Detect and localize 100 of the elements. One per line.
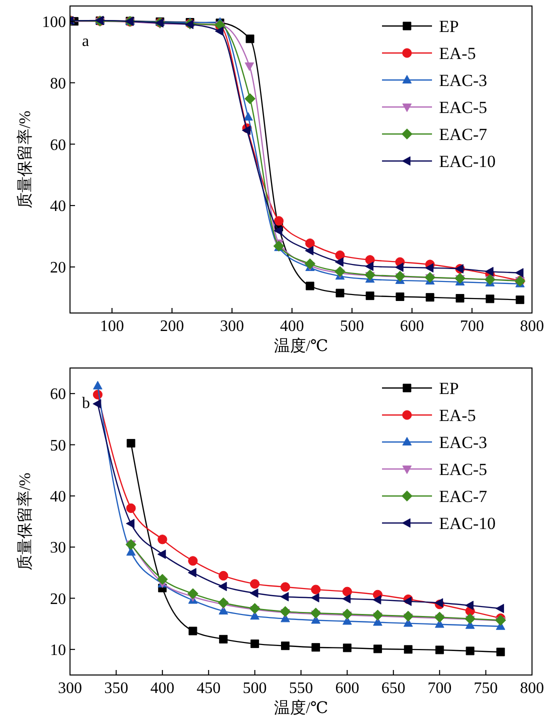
point [312,643,320,652]
point [274,226,282,236]
x-tick-label: 750 [474,680,498,697]
point [250,579,260,589]
point [396,292,404,301]
point [156,574,168,585]
x-tick-label: 600 [400,318,424,335]
point [496,604,504,614]
y-tick-label: 10 [50,642,66,660]
point [157,550,166,559]
legend-label: EAC-7 [439,486,488,506]
point [402,610,414,622]
point [434,612,446,623]
x-tick-label: 800 [520,680,544,697]
x-tick-label: 650 [381,680,406,697]
point [280,582,290,592]
point [342,594,351,604]
point [404,645,412,654]
x-tick-label: 500 [340,318,364,335]
y-axis-title: 质量保留率/% [16,110,34,208]
x-tick-label: 200 [160,318,184,335]
point [126,547,136,556]
point [336,288,344,298]
y-tick-label: 40 [50,198,66,216]
point [92,399,102,408]
point [334,266,346,278]
x-tick-label: 300 [220,318,244,335]
point [218,570,228,581]
point [373,644,382,654]
point [516,296,524,304]
legend-label: EAC-7 [439,124,488,144]
point [250,588,258,598]
y-tick-label: 30 [50,540,66,557]
point [394,262,404,272]
point [334,257,344,267]
point [242,126,250,135]
point [218,582,227,592]
point [214,26,224,36]
point [218,597,229,608]
point [305,238,315,248]
y-tick-label: 20 [50,590,66,608]
point [188,556,198,566]
point [93,380,102,390]
point [394,270,406,282]
y-tick-label: 40 [50,488,66,506]
point [496,648,505,656]
legend-label: EAC-10 [439,514,496,533]
point [187,588,198,600]
legend-label: EP [439,16,459,36]
x-tick-label: 300 [58,680,82,697]
point [188,568,196,578]
point [310,593,320,602]
point [372,595,382,604]
point [435,646,444,654]
x-tick-label: 350 [104,680,128,697]
point [342,644,352,652]
annotation: b [82,395,90,412]
point [364,269,376,280]
point [342,608,353,620]
point [250,640,260,648]
legend-label: EA-5 [439,406,476,425]
point [372,610,384,621]
x-tick-label: 550 [289,680,313,697]
legend-label: EAC-10 [439,152,496,171]
y-tick-label: 60 [50,386,66,404]
x-tick-label: 800 [520,318,544,335]
point [281,642,290,650]
point [486,294,494,304]
annotation: a [82,33,90,50]
x-tick-label: 400 [150,680,174,697]
legend-label: EP [439,378,459,398]
point [310,608,322,619]
x-tick-label: 600 [335,680,360,697]
legend-label: EAC-5 [439,460,488,479]
legend-label: EAC-3 [439,70,488,90]
point [426,293,434,302]
y-tick-label: 80 [50,75,66,92]
point [158,534,168,544]
point [310,584,321,594]
y-tick-label: 100 [42,14,66,31]
point [244,62,254,71]
point [335,250,345,260]
point [466,646,474,656]
point [495,614,506,626]
x-tick-label: 100 [100,318,124,335]
point [364,262,374,271]
point [424,263,434,273]
point [306,282,314,290]
x-tick-label: 500 [242,680,267,697]
point [126,503,136,513]
legend-label: EAC-3 [439,432,488,452]
x-axis-title: 温度/℃ [274,337,328,355]
point [454,272,466,284]
point [304,258,316,270]
point [403,596,412,606]
legend-label: EAC-5 [439,98,488,117]
y-axis-title: 质量保留率/% [16,472,34,570]
point [304,246,314,256]
point [280,592,289,602]
point [456,294,464,303]
